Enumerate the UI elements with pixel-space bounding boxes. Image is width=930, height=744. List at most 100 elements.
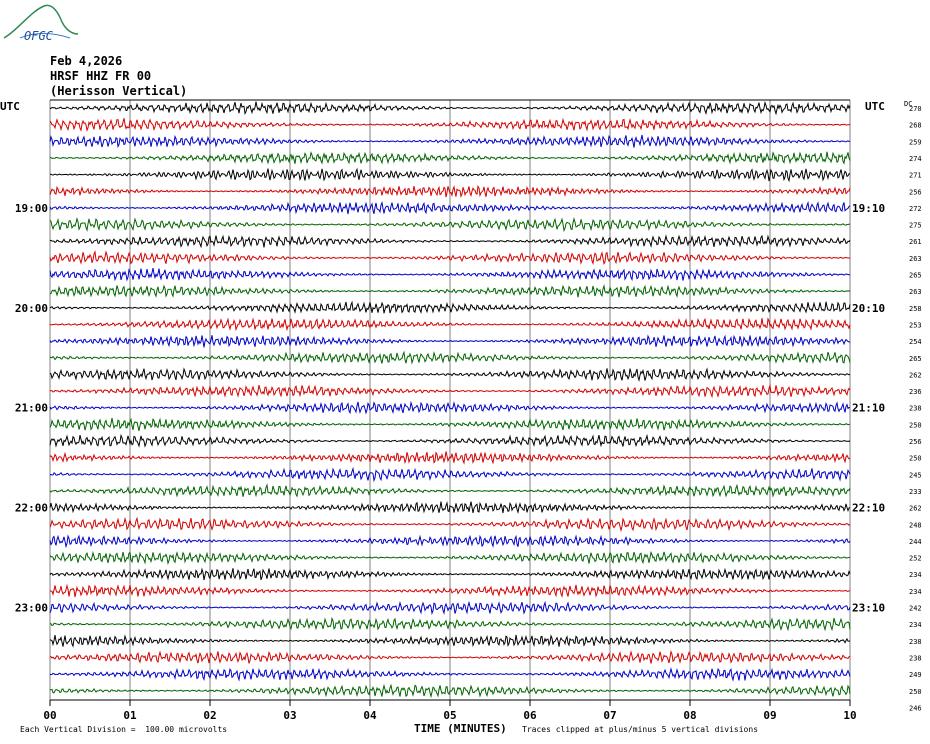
- seismic-trace: [49, 134, 851, 149]
- dc-offset-label: 263: [909, 255, 922, 263]
- dc-offset-label: 248: [909, 521, 922, 529]
- dc-offset-label: 262: [909, 371, 922, 379]
- seismic-trace: [49, 184, 851, 199]
- dc-offset-label: 236: [909, 388, 922, 396]
- seismic-trace: [49, 649, 851, 664]
- dc-offset-label: 234: [909, 571, 922, 579]
- right-utc-label: UTC: [865, 100, 885, 113]
- seismic-trace: [49, 300, 851, 314]
- dc-header-label: DC: [904, 100, 912, 108]
- seismic-trace: [49, 267, 851, 282]
- dc-offset-label: 252: [909, 555, 922, 563]
- label-layer: 00 01 02 03 04 05 06 07 08 09 10 270 268 259 274 271 256…: [0, 100, 922, 722]
- seismic-trace: [49, 483, 851, 498]
- seismic-trace: [49, 200, 851, 215]
- x-tick-label: 07: [603, 709, 616, 722]
- dc-offset-label: 265: [909, 272, 922, 280]
- dc-offset-label: 246: [909, 704, 922, 712]
- seismic-trace: [49, 400, 851, 415]
- dc-offset-label: 238: [909, 638, 922, 646]
- plot-date: Feb 4,2026: [50, 54, 123, 68]
- ofgc-logo: OFGC: [3, 4, 79, 43]
- scale-note: Each Vertical Division = 100.00 microvol…: [20, 725, 228, 734]
- x-tick-label: 04: [363, 709, 377, 722]
- dc-offset-label: 250: [909, 421, 922, 429]
- dc-offset-label: 256: [909, 438, 922, 446]
- dc-offset-label: 274: [909, 155, 922, 163]
- dc-offset-label: 258: [909, 305, 922, 313]
- x-tick-label: 05: [443, 709, 456, 722]
- logo-swoosh: [19, 33, 71, 39]
- dc-offset-label: 249: [909, 671, 922, 679]
- dc-offset-label: 253: [909, 321, 922, 329]
- dc-offset-label: 234: [909, 588, 922, 596]
- right-hour-label: 22:10: [852, 502, 885, 515]
- seismic-trace: [49, 417, 850, 432]
- seismic-trace: [50, 167, 851, 183]
- left-utc-label: UTC: [0, 100, 20, 113]
- dc-offset-label: 271: [909, 172, 922, 180]
- seismic-trace: [49, 117, 851, 132]
- seismic-trace: [49, 550, 851, 566]
- dc-offset-label: 250: [909, 688, 922, 696]
- seismic-trace: [49, 367, 851, 383]
- dc-offset-label: 259: [909, 138, 922, 146]
- clip-note: Traces clipped at plus/minus 5 vertical …: [522, 725, 759, 734]
- x-tick-label: 02: [203, 709, 216, 722]
- seismic-trace: [49, 534, 851, 549]
- seismic-trace: [49, 250, 850, 266]
- dc-offset-label: 265: [909, 355, 922, 363]
- seismic-trace: [49, 100, 851, 116]
- dc-offset-label: 244: [909, 538, 922, 546]
- left-hour-label: 19:00: [15, 202, 48, 215]
- dc-offset-label: 233: [909, 488, 922, 496]
- left-hour-label: 22:00: [15, 502, 48, 515]
- dc-offset-label: 250: [909, 455, 922, 463]
- right-hour-label: 19:10: [852, 202, 885, 215]
- dc-offset-label: 242: [909, 605, 922, 613]
- dc-offset-label: 234: [909, 621, 922, 629]
- x-tick-label: 06: [523, 709, 537, 722]
- left-hour-label: 23:00: [15, 602, 48, 615]
- station-location: (Herisson Vertical): [50, 84, 188, 98]
- dc-offset-label: 254: [909, 338, 922, 346]
- seismic-trace: [49, 317, 851, 332]
- trace-layer: [49, 100, 851, 699]
- dc-offset-label: 262: [909, 505, 922, 513]
- dc-offset-label: 275: [909, 222, 922, 230]
- seismic-trace: [49, 234, 851, 249]
- seismic-trace: [50, 583, 851, 598]
- right-hour-label: 21:10: [852, 402, 885, 415]
- seismic-trace: [49, 350, 851, 365]
- station-code: HRSF HHZ FR 00: [50, 69, 152, 83]
- dc-offset-label: 261: [909, 238, 922, 246]
- dc-offset-label: 256: [909, 188, 922, 196]
- dc-offset-label: 272: [909, 205, 922, 213]
- dc-offset-label: 245: [909, 471, 922, 479]
- x-tick-label: 01: [123, 709, 137, 722]
- seismic-trace: [49, 683, 851, 699]
- seismic-trace: [49, 567, 851, 581]
- seismic-trace: [49, 501, 851, 514]
- seismic-trace: [49, 433, 851, 448]
- seismic-trace: [49, 634, 851, 648]
- grid-layer: [49, 99, 851, 706]
- right-hour-label: 20:10: [852, 302, 885, 315]
- dc-offset-label: 268: [909, 122, 922, 130]
- x-tick-label: 09: [763, 709, 776, 722]
- dc-offset-label: 270: [909, 105, 922, 113]
- left-hour-label: 20:00: [15, 302, 48, 315]
- dc-offset-label: 263: [909, 288, 922, 296]
- dc-offset-label: 238: [909, 405, 922, 413]
- seismic-trace: [49, 516, 851, 533]
- seismic-trace: [49, 466, 851, 483]
- seismic-trace: [49, 616, 851, 632]
- left-hour-label: 21:00: [15, 402, 48, 415]
- x-tick-label: 08: [683, 709, 696, 722]
- dc-offset-label: 238: [909, 654, 922, 662]
- seismic-trace: [49, 284, 851, 298]
- right-hour-label: 23:10: [852, 602, 885, 615]
- x-tick-label: 03: [283, 709, 296, 722]
- logo-mountain-curve: [3, 4, 79, 39]
- seismic-trace: [49, 217, 851, 233]
